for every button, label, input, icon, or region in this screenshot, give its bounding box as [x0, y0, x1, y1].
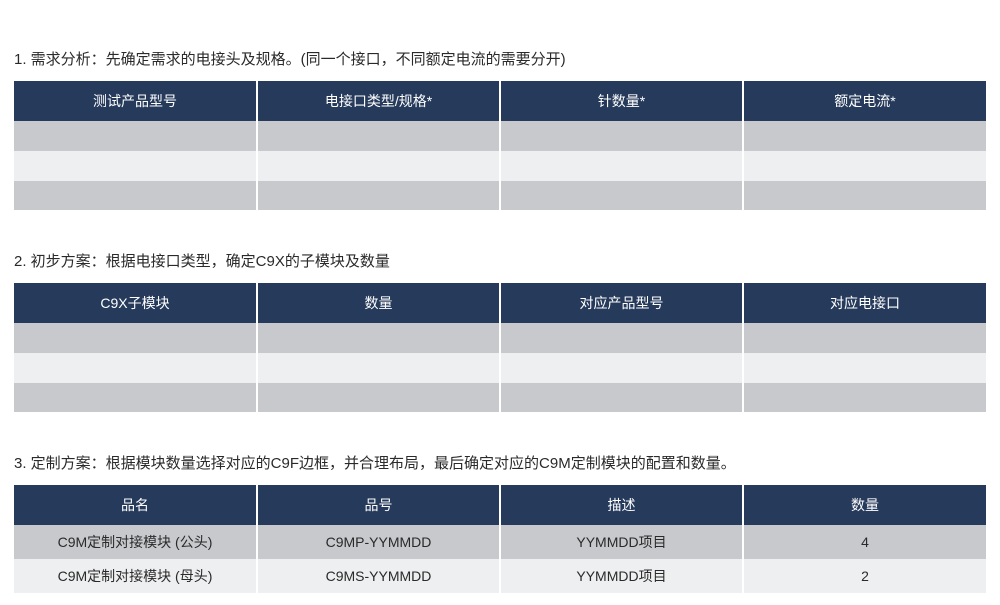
- table-row: [14, 181, 986, 211]
- table-1-col-3: 额定电流*: [743, 81, 986, 121]
- table-cell: [257, 121, 500, 151]
- table-3-col-3: 数量: [743, 485, 986, 525]
- table-cell: [257, 181, 500, 211]
- section-3-title: 3. 定制方案：根据模块数量选择对应的C9F边框，并合理布局，最后确定对应的C9…: [14, 452, 986, 473]
- table-row: [14, 121, 986, 151]
- table-cell: [743, 151, 986, 181]
- table-cell: C9MP-YYMMDD: [257, 525, 500, 559]
- table-cell: [257, 353, 500, 383]
- table-1-col-0: 测试产品型号: [14, 81, 257, 121]
- table-row: C9M定制对接模块 (母头) C9MS-YYMMDD YYMMDD项目 2: [14, 559, 986, 594]
- table-cell: [14, 151, 257, 181]
- table-1-header-row: 测试产品型号 电接口类型/规格* 针数量* 额定电流*: [14, 81, 986, 121]
- section-2-title: 2. 初步方案：根据电接口类型，确定C9X的子模块及数量: [14, 250, 986, 271]
- table-cell: [500, 181, 743, 211]
- table-cell: [257, 383, 500, 413]
- table-3-header-row: 品名 品号 描述 数量: [14, 485, 986, 525]
- table-cell: [743, 353, 986, 383]
- table-1-col-2: 针数量*: [500, 81, 743, 121]
- table-row: [14, 353, 986, 383]
- table-cell: [14, 181, 257, 211]
- table-cell: [743, 181, 986, 211]
- section-3: 3. 定制方案：根据模块数量选择对应的C9F边框，并合理布局，最后确定对应的C9…: [14, 452, 986, 595]
- table-cell: [500, 353, 743, 383]
- table-2-col-0: C9X子模块: [14, 283, 257, 323]
- table-cell: 4: [743, 525, 986, 559]
- table-cell: [500, 323, 743, 353]
- table-cell: YYMMDD项目: [500, 525, 743, 559]
- table-cell: C9MS-YYMMDD: [257, 559, 500, 594]
- table-1-col-1: 电接口类型/规格*: [257, 81, 500, 121]
- table-3-col-1: 品号: [257, 485, 500, 525]
- table-row: [14, 151, 986, 181]
- table-cell: 2: [743, 559, 986, 594]
- table-cell: [743, 383, 986, 413]
- table-2: C9X子模块 数量 对应产品型号 对应电接口: [14, 283, 986, 414]
- table-cell: [743, 121, 986, 151]
- table-cell: [14, 121, 257, 151]
- table-cell: C9M定制对接模块 (母头): [14, 559, 257, 594]
- table-cell: [500, 151, 743, 181]
- section-1: 1. 需求分析：先确定需求的电接头及规格。(同一个接口，不同额定电流的需要分开)…: [14, 48, 986, 212]
- table-cell: [500, 383, 743, 413]
- table-cell: C9M定制对接模块 (公头): [14, 525, 257, 559]
- section-1-title: 1. 需求分析：先确定需求的电接头及规格。(同一个接口，不同额定电流的需要分开): [14, 48, 986, 69]
- table-2-header-row: C9X子模块 数量 对应产品型号 对应电接口: [14, 283, 986, 323]
- table-cell: [14, 353, 257, 383]
- table-3: 品名 品号 描述 数量 C9M定制对接模块 (公头) C9MP-YYMMDD Y…: [14, 485, 986, 595]
- table-cell: [500, 121, 743, 151]
- table-cell: [14, 323, 257, 353]
- table-1: 测试产品型号 电接口类型/规格* 针数量* 额定电流*: [14, 81, 986, 212]
- table-2-col-2: 对应产品型号: [500, 283, 743, 323]
- table-cell: [743, 323, 986, 353]
- table-cell: [257, 151, 500, 181]
- table-row: C9M定制对接模块 (公头) C9MP-YYMMDD YYMMDD项目 4: [14, 525, 986, 559]
- section-2: 2. 初步方案：根据电接口类型，确定C9X的子模块及数量 C9X子模块 数量 对…: [14, 250, 986, 414]
- table-cell: [257, 323, 500, 353]
- table-2-col-3: 对应电接口: [743, 283, 986, 323]
- table-cell: YYMMDD项目: [500, 559, 743, 594]
- table-3-col-2: 描述: [500, 485, 743, 525]
- table-cell: [14, 383, 257, 413]
- table-2-col-1: 数量: [257, 283, 500, 323]
- table-row: [14, 383, 986, 413]
- table-3-col-0: 品名: [14, 485, 257, 525]
- table-row: [14, 323, 986, 353]
